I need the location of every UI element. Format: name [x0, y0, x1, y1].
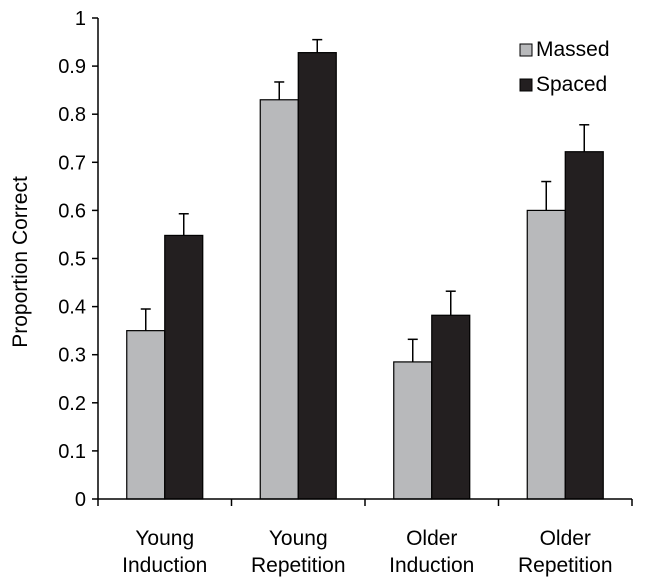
y-tick-label: 0.8: [58, 104, 86, 126]
bar-massed: [393, 361, 433, 500]
x-category-label: Older: [540, 527, 591, 550]
x-category-label: Induction: [122, 554, 207, 577]
bars-group: [126, 52, 604, 500]
x-labels-group: Young Induction Young Repetition Older Induct…: [122, 527, 612, 577]
bar-spaced: [564, 151, 604, 500]
bar-spaced: [431, 314, 471, 500]
x-category-label: Older: [406, 527, 457, 550]
legend: Massed Spaced: [519, 38, 610, 96]
y-tick-label: 0.6: [58, 200, 86, 222]
x-category-label: Young: [269, 527, 328, 550]
bar-massed: [526, 209, 566, 500]
bar-spaced: [164, 234, 204, 500]
bar-massed: [126, 330, 166, 500]
error-bars-group: [140, 38, 590, 362]
legend-label-spaced: Spaced: [536, 73, 607, 96]
x-category-label: Induction: [389, 554, 474, 577]
y-axis-title: Proportion Correct: [9, 176, 32, 348]
y-tick-label: 0.3: [58, 345, 86, 367]
legend-label-massed: Massed: [536, 38, 610, 61]
y-tick-label: 0.4: [58, 297, 86, 319]
bar-massed: [259, 99, 299, 500]
legend-swatch-spaced: [519, 78, 533, 92]
x-category-label: Repetition: [518, 554, 613, 577]
y-tick-label: 0.2: [58, 393, 86, 415]
y-tick-label: 0.9: [58, 56, 86, 78]
y-tick-label: 0.7: [58, 152, 86, 174]
y-tick-label: 0.5: [58, 249, 86, 271]
x-ticks-group: [97, 499, 633, 506]
y-tick-label: 1: [75, 8, 86, 30]
legend-swatch-massed: [519, 43, 533, 57]
y-ticks-group: 0 0.1 0.2 0.3 0.4 0.5 0.6 0.7 0.8 0.9 1: [58, 8, 98, 511]
y-tick-label: 0.1: [58, 441, 86, 463]
y-tick-label: 0: [75, 489, 86, 511]
x-category-label: Young: [135, 527, 194, 550]
bar-spaced: [297, 52, 337, 500]
x-category-label: Repetition: [251, 554, 346, 577]
